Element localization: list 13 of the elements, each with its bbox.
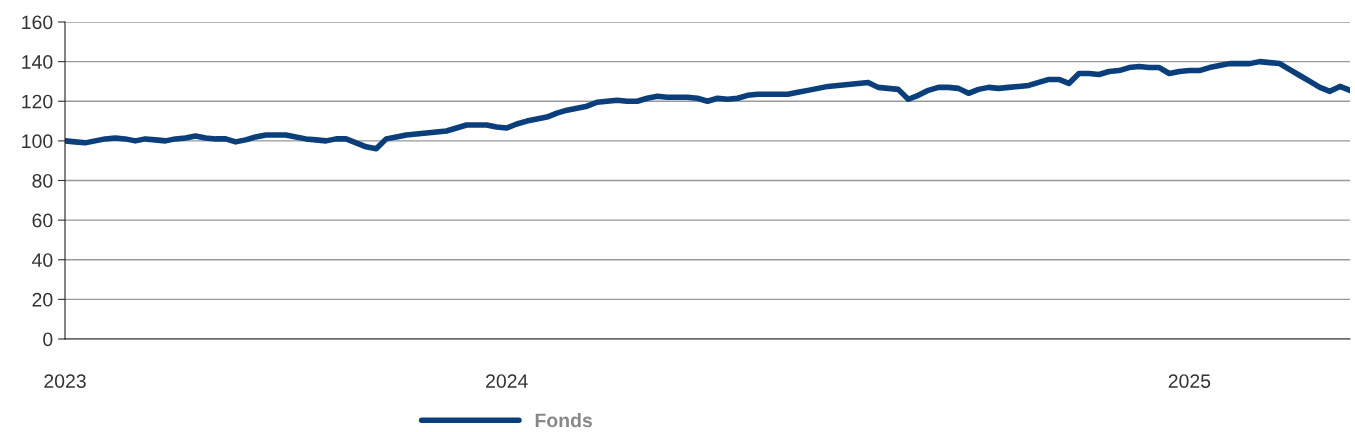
y-tick-label: 120 (22, 94, 53, 109)
y-tick-label: 20 (32, 292, 53, 307)
y-tick-label: 40 (32, 253, 53, 267)
x-tick-label: 2023 (44, 374, 86, 388)
y-tick-label: 0 (43, 332, 53, 347)
y-tick-label: 60 (32, 213, 53, 228)
text: Fonds (535, 412, 592, 428)
y-tick-label: 80 (32, 173, 53, 188)
x-tick-label: 2024 (486, 374, 528, 388)
y-tick-label: 160 (22, 15, 53, 30)
x-tick-label: 2025 (1168, 374, 1211, 388)
y-tick-label: 140 (22, 55, 53, 69)
y-tick-label: 100 (22, 134, 53, 149)
